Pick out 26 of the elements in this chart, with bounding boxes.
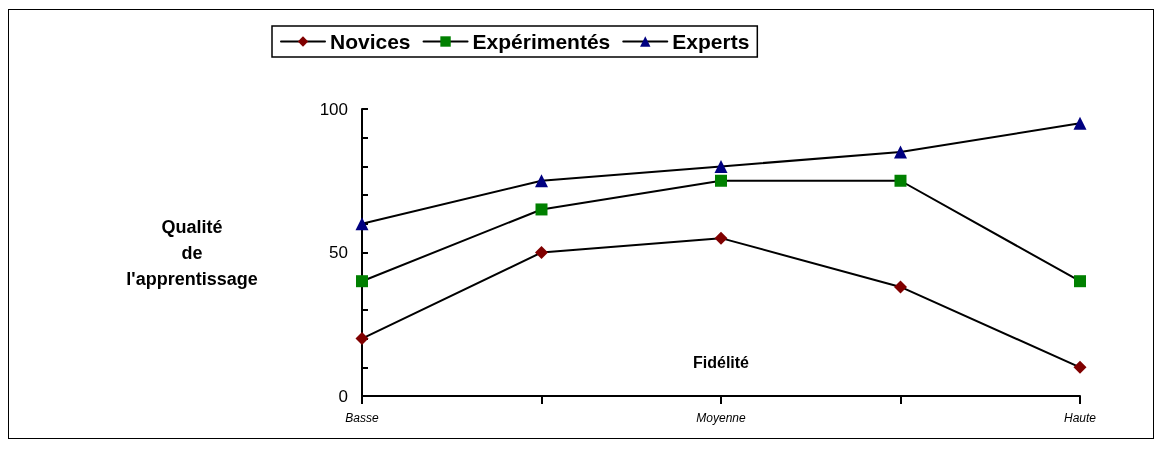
y-tick-label: 100 bbox=[319, 99, 348, 119]
y-axis-title: Qualité de l'apprentissage bbox=[126, 216, 258, 289]
point bbox=[535, 174, 548, 188]
y-tick-label: 50 bbox=[329, 243, 348, 262]
legend-label: Experts bbox=[672, 30, 750, 53]
point bbox=[894, 174, 907, 187]
point bbox=[1074, 275, 1086, 288]
x-axis-title: Fidélité bbox=[692, 353, 750, 371]
point bbox=[1073, 116, 1087, 130]
point bbox=[894, 280, 907, 294]
point bbox=[535, 246, 548, 259]
point bbox=[355, 217, 369, 231]
y-tick-label: 0 bbox=[338, 386, 348, 406]
x-tick-label: Basse bbox=[345, 411, 379, 425]
point bbox=[715, 174, 727, 187]
point bbox=[894, 145, 907, 159]
x-tick-label: Haute bbox=[1063, 411, 1097, 425]
point bbox=[714, 159, 728, 173]
x-tick-label: Moyenne bbox=[696, 411, 746, 425]
point bbox=[356, 275, 368, 288]
point bbox=[714, 231, 728, 245]
point bbox=[535, 203, 548, 216]
legend-label: Expérimentés bbox=[472, 30, 611, 53]
point bbox=[1073, 360, 1087, 374]
point bbox=[355, 332, 369, 346]
legend-label: Novices bbox=[330, 30, 411, 53]
